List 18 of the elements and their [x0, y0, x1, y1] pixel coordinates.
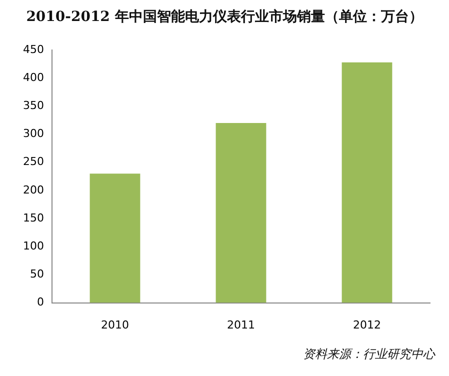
x-tick-label: 2012	[353, 318, 381, 332]
y-tick-label: 200	[22, 183, 44, 196]
y-tick-label: 450	[22, 42, 44, 56]
y-tick-label: 300	[22, 127, 44, 140]
y-tick-label: 250	[22, 155, 44, 168]
y-tick-label: 100	[22, 239, 44, 252]
y-tick-label: 400	[22, 70, 44, 84]
bar	[342, 62, 392, 303]
bar	[216, 123, 266, 303]
x-tick-label: 2011	[227, 318, 255, 332]
bar	[90, 174, 140, 303]
text: 资料来源：行业研究中心	[303, 346, 435, 363]
chart-title: 2010-2012 年中国智能电力仪表行业市场销量（单位：万台）	[25, 8, 424, 26]
y-tick-label: 350	[22, 99, 44, 112]
y-tick-label: 150	[22, 211, 44, 224]
x-tick-label: 2010	[100, 318, 129, 332]
y-tick-label: 50	[30, 268, 44, 281]
y-tick-label: 0	[36, 296, 44, 309]
